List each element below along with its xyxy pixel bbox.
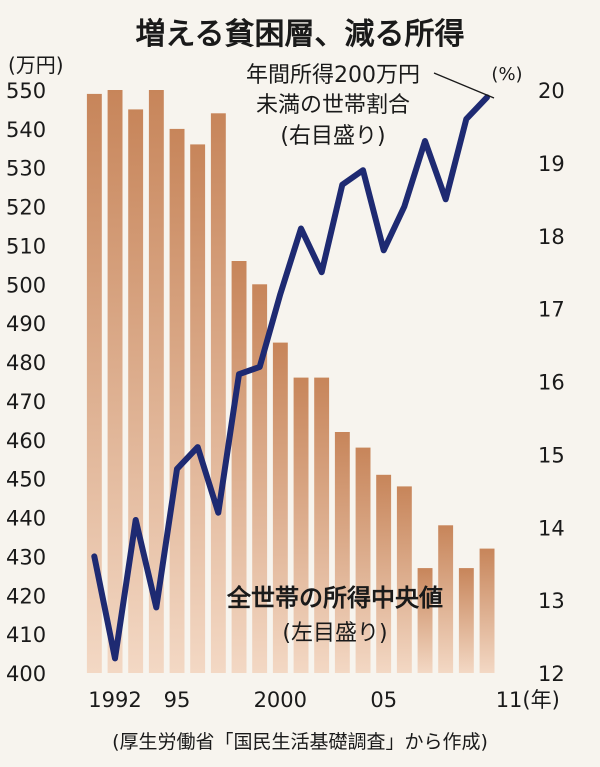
left-tick-450: 450 — [6, 468, 46, 492]
right-tick-16: 16 — [538, 371, 565, 395]
line-point-2007 — [422, 138, 428, 144]
line-point-2006 — [401, 204, 407, 210]
bar-series-label-2: (左目盛り) — [282, 621, 387, 646]
bar-1991 — [86, 93, 102, 673]
line-point-2003 — [339, 182, 345, 188]
bar-series-label-1: 全世帯の所得中央値 — [226, 584, 443, 612]
line-point-1993 — [133, 517, 139, 523]
bar-2008 — [438, 525, 454, 673]
bar-series-label: 全世帯の所得中央値 (左目盛り) — [226, 584, 443, 646]
bar-1993 — [128, 109, 144, 673]
left-tick-470: 470 — [6, 390, 46, 414]
source-note: (厚生労働省「国民生活基礎調査」から作成) — [112, 731, 488, 753]
bars-layer — [86, 90, 495, 674]
bar-2004 — [355, 447, 371, 673]
bar-1994 — [148, 90, 164, 673]
left-tick-530: 530 — [6, 157, 46, 181]
left-tick-430: 430 — [6, 545, 46, 569]
line-series-label-1: 年間所得200万円 — [246, 63, 420, 88]
bar-2003 — [334, 432, 350, 673]
left-tick-490: 490 — [6, 312, 46, 336]
line-point-1994 — [153, 604, 159, 610]
line-point-2001 — [298, 226, 304, 231]
bar-2006 — [396, 486, 412, 673]
line-point-1998 — [236, 371, 242, 377]
left-axis-unit: (万円) — [8, 53, 64, 77]
right-tick-18: 18 — [538, 225, 565, 249]
left-tick-480: 480 — [6, 351, 46, 375]
left-tick-520: 520 — [6, 196, 46, 220]
x-axis-ticks: 1992 95 2000 05 11(年) — [88, 688, 560, 712]
left-tick-440: 440 — [6, 507, 46, 531]
bar-1992 — [107, 90, 123, 673]
left-tick-500: 500 — [6, 273, 46, 297]
bar-2010 — [479, 548, 495, 673]
right-tick-19: 19 — [538, 152, 565, 176]
right-axis-ticks: 12 13 14 15 16 17 18 19 20 — [538, 79, 565, 686]
right-tick-17: 17 — [538, 298, 565, 322]
left-tick-420: 420 — [6, 584, 46, 608]
bar-1997 — [210, 113, 226, 674]
line-point-1997 — [215, 510, 221, 516]
bar-2002 — [314, 377, 330, 673]
bar-2000 — [272, 342, 288, 673]
line-point-1992 — [112, 655, 118, 661]
bar-2005 — [376, 474, 392, 673]
x-label-2005: 05 — [370, 688, 397, 712]
x-label-2000: 2000 — [254, 688, 307, 712]
line-series-label-3: (右目盛り) — [280, 124, 385, 149]
x-label-2011: 11(年) — [496, 688, 560, 712]
right-tick-12: 12 — [538, 662, 565, 686]
right-tick-14: 14 — [538, 516, 565, 540]
line-layer — [91, 94, 490, 662]
line-series-path — [91, 94, 490, 662]
left-tick-550: 550 — [6, 79, 46, 103]
bar-2001 — [293, 377, 309, 673]
line-point-1996 — [195, 444, 201, 450]
right-tick-20: 20 — [538, 79, 565, 103]
bar-2009 — [458, 568, 474, 673]
left-tick-510: 510 — [6, 235, 46, 259]
line-point-1991 — [91, 553, 97, 559]
line-series-label-2: 未満の世帯割合 — [256, 93, 410, 118]
left-axis-ticks: 400 410 420 430 440 450 460 470 480 490 500 510 520 5… — [6, 79, 46, 686]
right-axis-unit: (%) — [491, 64, 522, 85]
chart-title: 増える貧困層、減る所得 — [135, 17, 464, 52]
x-label-1995: 95 — [164, 688, 191, 712]
line-series-label: 年間所得200万円 未満の世帯割合 (右目盛り) — [246, 63, 495, 149]
line-point-2004 — [360, 167, 366, 173]
bar-1995 — [169, 128, 185, 673]
line-point-2000 — [277, 291, 283, 297]
bar-1998 — [231, 261, 247, 673]
line-point-2002 — [319, 269, 325, 275]
line-point-1995 — [174, 466, 180, 472]
line-point-2005 — [381, 247, 387, 253]
left-tick-460: 460 — [6, 429, 46, 453]
left-tick-540: 540 — [6, 118, 46, 142]
bar-2007 — [417, 568, 433, 673]
bar-1996 — [190, 144, 206, 673]
line-point-2009 — [463, 116, 469, 122]
line-point-1999 — [257, 364, 263, 370]
x-label-1992: 1992 — [88, 688, 141, 712]
left-tick-400: 400 — [6, 662, 46, 686]
bar-1999 — [252, 284, 268, 673]
left-tick-410: 410 — [6, 623, 46, 647]
leader-line — [433, 72, 495, 99]
line-point-2008 — [443, 196, 449, 202]
right-tick-15: 15 — [538, 443, 565, 467]
right-tick-13: 13 — [538, 589, 565, 613]
